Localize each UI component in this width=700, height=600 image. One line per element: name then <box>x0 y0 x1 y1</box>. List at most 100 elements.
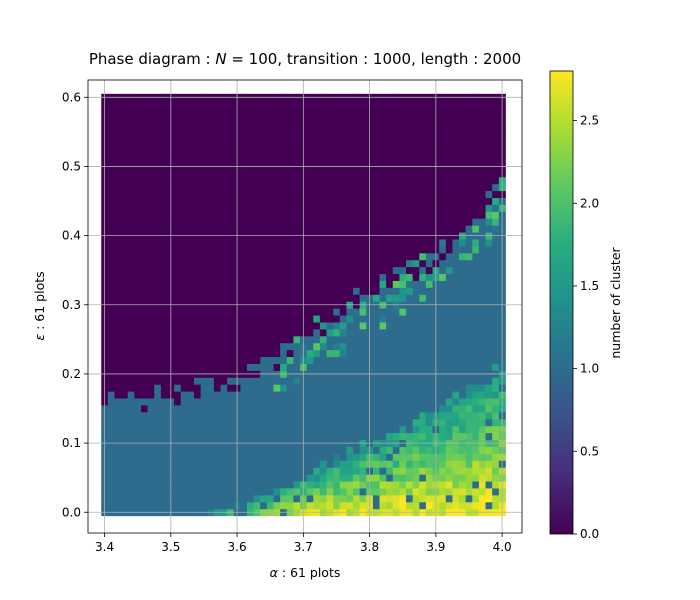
heatmap-cell <box>154 245 162 254</box>
heatmap-cell <box>127 245 135 254</box>
heatmap-cell <box>180 384 188 392</box>
heatmap-cell <box>326 197 334 205</box>
heatmap-cell <box>452 211 460 219</box>
heatmap-cell <box>439 211 447 219</box>
heatmap-cell <box>253 405 261 413</box>
heatmap-cell <box>346 405 354 413</box>
heatmap-cell <box>485 481 493 489</box>
heatmap-cell <box>439 391 447 399</box>
heatmap-cell <box>200 239 208 247</box>
heatmap-cell <box>339 377 347 385</box>
heatmap-cell <box>465 280 473 288</box>
heatmap-cell <box>379 273 387 281</box>
heatmap-cell <box>220 273 228 281</box>
heatmap-cell <box>286 245 294 254</box>
heatmap-cell <box>121 425 129 434</box>
heatmap-cell <box>134 190 142 198</box>
heatmap-cell <box>339 425 347 434</box>
heatmap-cell <box>194 474 202 482</box>
heatmap-cell <box>346 204 354 212</box>
heatmap-cell <box>372 349 380 358</box>
heatmap-cell <box>478 218 486 226</box>
heatmap-cell <box>392 356 400 364</box>
heatmap-cell <box>200 176 208 185</box>
heatmap-cell <box>399 100 407 109</box>
heatmap-cell <box>160 190 168 198</box>
heatmap-cell <box>465 377 473 385</box>
heatmap-cell <box>213 363 221 371</box>
heatmap-cell <box>353 460 361 468</box>
heatmap-cell <box>313 308 321 316</box>
heatmap-cell <box>326 225 334 233</box>
heatmap-cell <box>280 245 288 254</box>
heatmap-cell <box>425 315 433 323</box>
heatmap-cell <box>333 398 341 406</box>
heatmap-cell <box>240 398 248 406</box>
heatmap-cell <box>141 398 149 406</box>
heatmap-cell <box>439 142 447 150</box>
heatmap-cell <box>333 176 341 185</box>
heatmap-cell <box>419 183 427 192</box>
heatmap-cell <box>452 245 460 254</box>
heatmap-cell <box>478 453 486 461</box>
heatmap-cell <box>313 453 321 461</box>
heatmap-cell <box>121 488 129 496</box>
heatmap-cell <box>280 460 288 468</box>
heatmap-cell <box>187 169 195 178</box>
heatmap-cell <box>213 135 221 143</box>
heatmap-cell <box>485 342 493 351</box>
heatmap-cell <box>346 287 354 295</box>
heatmap-cell <box>313 259 321 268</box>
heatmap-cell <box>306 363 314 371</box>
heatmap-cell <box>399 501 407 510</box>
heatmap-cell <box>107 398 115 406</box>
heatmap-cell <box>379 204 387 212</box>
heatmap-cell <box>180 356 188 364</box>
heatmap-cell <box>346 225 354 233</box>
heatmap-cell <box>353 204 361 212</box>
heatmap-cell <box>174 411 182 420</box>
heatmap-cell <box>174 266 182 275</box>
heatmap-cell <box>260 204 268 212</box>
heatmap-cell <box>439 156 447 164</box>
heatmap-cell <box>346 398 354 406</box>
heatmap-cell <box>127 218 135 226</box>
heatmap-cell <box>346 349 354 358</box>
heatmap-cell <box>253 211 261 219</box>
heatmap-cell <box>346 142 354 150</box>
heatmap-cell <box>439 315 447 323</box>
heatmap-cell <box>293 266 301 275</box>
heatmap-cell <box>439 287 447 295</box>
heatmap-cell <box>240 107 248 115</box>
heatmap-cell <box>154 239 162 247</box>
heatmap-cell <box>174 432 182 441</box>
heatmap-cell <box>180 280 188 288</box>
heatmap-cell <box>266 259 274 268</box>
heatmap-cell <box>306 398 314 406</box>
heatmap-cell <box>174 308 182 316</box>
y-axis-ticks: 0.00.10.20.30.40.50.6 <box>62 90 88 519</box>
heatmap-cell <box>273 142 281 150</box>
heatmap-cell <box>141 432 149 441</box>
heatmap-cell <box>134 418 142 427</box>
heatmap-cell <box>187 225 195 233</box>
heatmap-cell <box>485 335 493 344</box>
heatmap-cell <box>273 349 281 358</box>
heatmap-cell <box>386 266 394 275</box>
heatmap-cell <box>346 197 354 205</box>
heatmap-cell <box>280 342 288 351</box>
heatmap-cell <box>465 501 473 510</box>
heatmap-cell <box>213 425 221 434</box>
heatmap-cell <box>227 467 235 475</box>
heatmap-cell <box>412 128 420 136</box>
heatmap-cell <box>220 100 228 109</box>
colorbar-label: number of cluster <box>608 246 623 358</box>
heatmap-cell <box>147 273 155 281</box>
heatmap-cell <box>114 425 122 434</box>
heatmap-cell <box>227 218 235 226</box>
heatmap-cell <box>379 128 387 136</box>
heatmap-cell <box>339 481 347 489</box>
heatmap-cell <box>160 328 168 337</box>
heatmap-cell <box>213 294 221 302</box>
heatmap-cell <box>412 259 420 268</box>
